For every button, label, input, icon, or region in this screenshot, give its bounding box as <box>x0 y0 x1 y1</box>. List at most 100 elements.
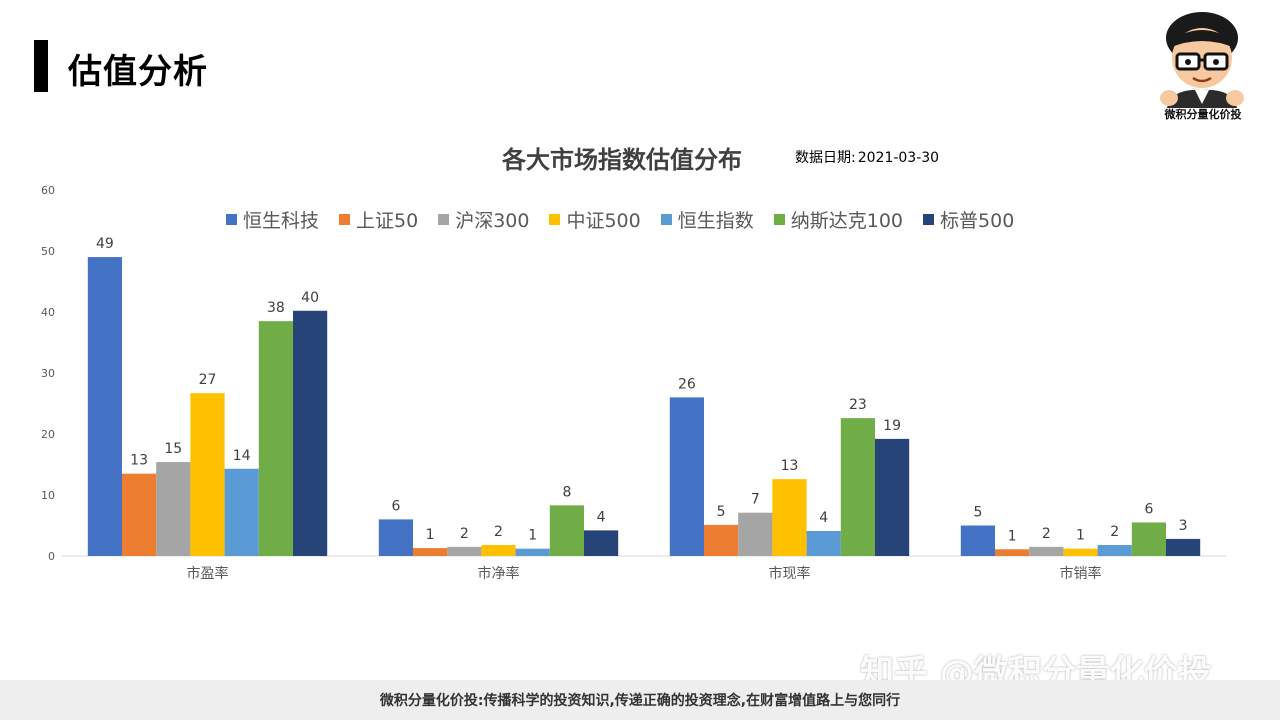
y-tick-label: 0 <box>48 550 55 563</box>
x-category-label: 市现率 <box>769 565 811 582</box>
bar <box>224 468 259 556</box>
legend-item: 纳斯达克100 <box>773 206 904 233</box>
bar-value-label: 2 <box>460 526 469 542</box>
bar-value-label: 49 <box>96 236 114 252</box>
bar <box>447 546 482 556</box>
bar <box>772 479 807 556</box>
chart-date: 数据日期: 2021-03-30 <box>795 147 939 167</box>
legend-label: 恒生指数 <box>677 210 754 232</box>
legend-item: 中证500 <box>549 206 641 233</box>
bar-value-label: 1 <box>426 527 435 543</box>
bar-value-label: 13 <box>130 453 148 469</box>
bar <box>481 545 516 556</box>
bar <box>806 530 841 556</box>
legend-swatch <box>773 214 785 225</box>
bar <box>995 549 1030 556</box>
legend-label: 沪深300 <box>455 210 530 232</box>
bar <box>584 530 619 556</box>
bar-value-label: 3 <box>1179 518 1188 534</box>
legend-item: 上证50 <box>339 206 418 233</box>
legend-label: 标普500 <box>940 210 1015 232</box>
legend-swatch <box>226 214 237 225</box>
bar <box>1166 538 1201 556</box>
bar-value-label: 2 <box>494 524 503 540</box>
bar <box>378 519 413 556</box>
bar <box>258 321 293 556</box>
legend-swatch <box>549 214 561 225</box>
bar-value-label: 2 <box>1110 524 1119 540</box>
legend-item: 沪深300 <box>438 206 529 233</box>
legend-label: 恒生科技 <box>243 210 320 232</box>
logo-caption: 微积分量化价投 <box>1164 108 1242 121</box>
bar-value-label: 1 <box>1076 528 1085 544</box>
bar <box>293 310 328 556</box>
chart-date-value: 2021-03-30 <box>857 150 940 166</box>
legend-swatch <box>660 214 672 225</box>
bar-value-label: 27 <box>199 372 217 388</box>
bar <box>960 525 995 556</box>
legend-swatch <box>438 214 450 225</box>
page-title: 估值分析 <box>68 52 208 92</box>
bar <box>1029 546 1064 556</box>
y-tick-label: 10 <box>41 489 55 502</box>
legend-label: 中证500 <box>566 210 641 232</box>
bar-value-label: 15 <box>164 441 182 457</box>
bar <box>1097 545 1132 556</box>
bar-value-label: 14 <box>233 448 251 464</box>
bar <box>549 505 584 556</box>
bar-value-label: 8 <box>562 484 571 500</box>
bar <box>156 462 191 556</box>
y-tick-label: 50 <box>41 245 55 258</box>
bar-value-label: 5 <box>717 504 726 520</box>
bar-value-label: 5 <box>973 505 982 521</box>
bar <box>1063 548 1098 556</box>
bar-value-label: 19 <box>883 418 901 434</box>
legend-swatch <box>339 214 351 225</box>
bar <box>840 418 875 556</box>
bar-value-label: 13 <box>781 458 799 474</box>
bar-value-label: 7 <box>751 492 760 508</box>
bar-value-label: 1 <box>528 528 537 544</box>
y-tick-label: 30 <box>41 367 55 380</box>
cartoon-avatar-icon <box>1155 8 1250 123</box>
legend-item: 恒生科技 <box>226 206 319 233</box>
bar-value-label: 4 <box>597 509 606 525</box>
footer-text: 微积分量化价投:传播科学的投资知识,传递正确的投资理念,在财富增值路上与您同行 <box>379 693 901 709</box>
bar-value-label: 4 <box>819 510 828 526</box>
bar <box>190 393 225 556</box>
chart-date-label: 数据日期: <box>795 150 856 166</box>
bar <box>738 512 773 556</box>
x-category-label: 市销率 <box>1060 565 1102 582</box>
bar-value-label: 6 <box>1144 501 1153 517</box>
x-category-label: 市盈率 <box>187 565 229 582</box>
bar <box>515 548 550 556</box>
chart-legend: 恒生科技 上证50 沪深300 中证500 恒生指数 纳斯达克100 标普500 <box>226 206 1034 233</box>
bar-value-label: 2 <box>1042 526 1051 542</box>
bar <box>704 524 739 556</box>
legend-item: 恒生指数 <box>660 206 754 233</box>
legend-swatch <box>923 214 935 225</box>
chart-title: 各大市场指数估值分布 <box>502 146 742 174</box>
bar-value-label: 26 <box>678 376 696 392</box>
bar <box>875 438 910 556</box>
legend-label: 纳斯达克100 <box>790 210 904 232</box>
bar <box>413 548 448 556</box>
bar <box>122 473 157 556</box>
y-tick-label: 40 <box>41 306 55 319</box>
bar <box>87 257 122 556</box>
bar-value-label: 6 <box>391 498 400 514</box>
footer-banner: 微积分量化价投:传播科学的投资知识,传递正确的投资理念,在财富增值路上与您同行 <box>0 680 1280 720</box>
bar <box>1131 522 1166 556</box>
y-tick-label: 20 <box>41 428 55 441</box>
x-category-label: 市净率 <box>478 565 520 582</box>
bar-value-label: 40 <box>301 290 319 306</box>
bar-value-label: 1 <box>1008 528 1017 544</box>
title-accent-bar <box>34 40 48 92</box>
bar <box>669 397 704 556</box>
y-tick-label: 60 <box>41 184 55 197</box>
legend-item: 标普500 <box>923 206 1014 233</box>
legend-label: 上证50 <box>356 210 419 232</box>
bar-value-label: 38 <box>267 300 285 316</box>
bar-value-label: 23 <box>849 397 867 413</box>
